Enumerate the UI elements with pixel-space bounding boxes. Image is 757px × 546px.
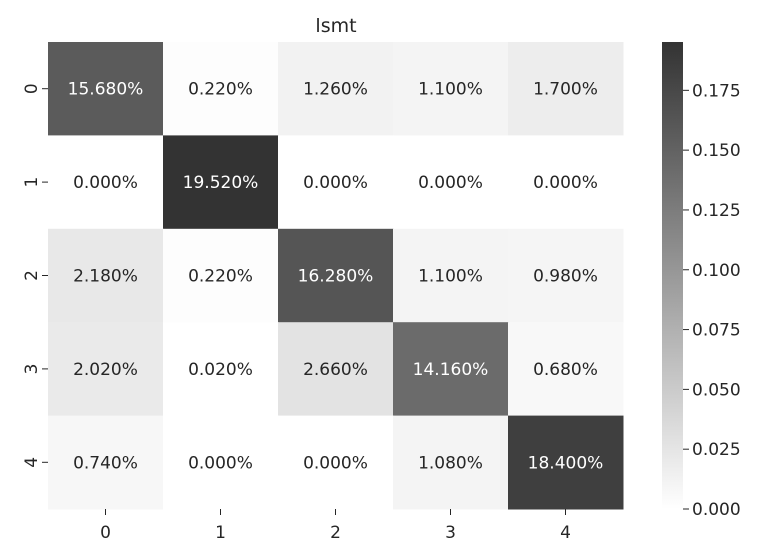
heatmap-cell-r3-c1 <box>163 322 279 417</box>
cell-annotation-r2-c4: 0.980% <box>533 267 598 287</box>
heatmap-cell-r3-c4 <box>508 322 624 417</box>
y-axis: 0 1 2 3 4 <box>22 83 48 468</box>
cell-annotation-r3-c1: 0.020% <box>188 360 253 380</box>
cell-annotation-r4-c4: 18.400% <box>528 453 604 473</box>
heatmap-cell-r0-c1 <box>163 42 279 136</box>
heatmap-cell-r2-c0 <box>48 228 164 323</box>
heatmap-cell-r3-c2 <box>278 322 394 417</box>
cell-annotation-r1-c2: 0.000% <box>303 173 368 193</box>
colorbar-tick-label: 0.075 <box>692 321 741 341</box>
heatmap-cell-r3-c3 <box>393 322 509 417</box>
heatmap-cell-r1-c1 <box>163 135 279 230</box>
heatmap-cell-r3-c0 <box>48 322 164 417</box>
heatmap-cell-r0-c0 <box>48 42 164 136</box>
heatmap-cell-r4-c1 <box>163 415 279 510</box>
heatmap-cell-r2-c4 <box>508 228 624 323</box>
colorbar-tick-label: 0.175 <box>692 81 741 101</box>
heatmap-cell-r0-c2 <box>278 42 394 136</box>
chart-title: lsmt <box>315 15 356 37</box>
cell-annotation-r0-c4: 1.700% <box>533 80 598 100</box>
cell-annotation-r3-c4: 0.680% <box>533 360 598 380</box>
cell-annotation-r0-c0: 15.680% <box>68 80 144 100</box>
cell-annotation-r1-c0: 0.000% <box>73 173 138 193</box>
heatmap-cell-r1-c4 <box>508 135 624 230</box>
colorbar-tick-label: 0.100 <box>692 261 741 281</box>
heatmap-cell-r1-c0 <box>48 135 164 230</box>
heatmap-cell-r2-c1 <box>163 228 279 323</box>
colorbar-tick-label: 0.150 <box>692 141 741 161</box>
heatmap-cell-r1-c2 <box>278 135 394 230</box>
heatmap-cell-r1-c3 <box>393 135 509 230</box>
heatmap-cell-r0-c4 <box>508 42 624 136</box>
colorbar-tick-label: 0.050 <box>692 380 741 400</box>
colorbar-tick-label: 0.125 <box>692 201 741 221</box>
cell-annotation-r3-c2: 2.660% <box>303 360 368 380</box>
heatmap-cell-r4-c4 <box>508 415 624 510</box>
colorbar <box>662 42 683 509</box>
heatmap-cells <box>48 42 624 510</box>
heatmap-cell-r2-c3 <box>393 228 509 323</box>
y-tick-label: 0 <box>22 83 42 94</box>
x-axis: 0 1 2 3 4 <box>100 509 571 543</box>
cell-annotation-r0-c1: 0.220% <box>188 80 253 100</box>
y-tick-label: 1 <box>22 177 42 188</box>
cell-annotation-r4-c2: 0.000% <box>303 453 368 473</box>
cell-annotation-r2-c0: 2.180% <box>73 267 138 287</box>
cell-annotation-r1-c4: 0.000% <box>533 173 598 193</box>
cell-annotations: 15.680% 0.220% 1.260% 1.100% 1.700% 0.000% 19.… <box>68 80 604 474</box>
colorbar-tick-label: 0.000 <box>692 500 741 520</box>
cell-annotation-r2-c3: 1.100% <box>418 267 483 287</box>
heatmap-cell-r4-c3 <box>393 415 509 510</box>
cell-annotation-r1-c3: 0.000% <box>418 173 483 193</box>
cell-annotation-r4-c3: 1.080% <box>418 453 483 473</box>
cell-annotation-r4-c0: 0.740% <box>73 453 138 473</box>
y-tick-label: 3 <box>22 363 42 374</box>
heatmap-cell-r2-c2 <box>278 228 394 323</box>
y-tick-label: 4 <box>22 457 42 468</box>
heatmap-cell-r4-c2 <box>278 415 394 510</box>
cell-annotation-r2-c1: 0.220% <box>188 267 253 287</box>
x-tick-label: 1 <box>215 523 226 543</box>
heatmap-cell-r4-c0 <box>48 415 164 510</box>
x-tick-label: 0 <box>100 523 111 543</box>
cell-annotation-r2-c2: 16.280% <box>298 267 374 287</box>
y-tick-label: 2 <box>22 270 42 281</box>
colorbar-tick-label: 0.025 <box>692 440 741 460</box>
cell-annotation-r1-c1: 19.520% <box>183 173 259 193</box>
cell-annotation-r0-c2: 1.260% <box>303 80 368 100</box>
cell-annotation-r4-c1: 0.000% <box>188 453 253 473</box>
cell-annotation-r3-c0: 2.020% <box>73 360 138 380</box>
x-tick-label: 3 <box>445 523 456 543</box>
cell-annotation-r0-c3: 1.100% <box>418 80 483 100</box>
colorbar-axis: 0.000 0.025 0.050 0.075 0.100 0.125 0.150 0.175 <box>683 81 741 520</box>
x-tick-label: 4 <box>560 523 571 543</box>
x-tick-label: 2 <box>330 523 341 543</box>
heatmap-cell-r0-c3 <box>393 42 509 136</box>
cell-annotation-r3-c3: 14.160% <box>413 360 489 380</box>
